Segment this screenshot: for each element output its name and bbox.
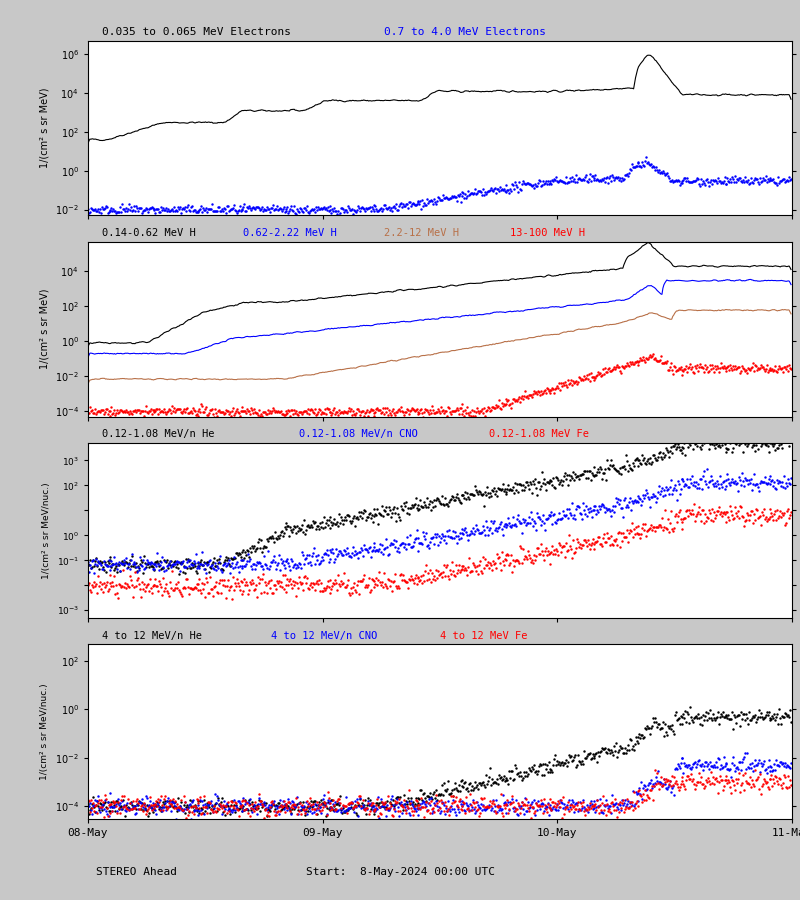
Y-axis label: 1/(cm² s sr MeV): 1/(cm² s sr MeV) <box>40 87 50 168</box>
Text: 0.035 to 0.065 MeV Electrons: 0.035 to 0.065 MeV Electrons <box>102 27 291 37</box>
Text: 4 to 12 MeV Fe: 4 to 12 MeV Fe <box>440 631 527 641</box>
Text: Start:  8-May-2024 00:00 UTC: Start: 8-May-2024 00:00 UTC <box>306 867 494 877</box>
Text: 0.62-2.22 MeV H: 0.62-2.22 MeV H <box>243 229 337 238</box>
Text: 0.12-1.08 MeV/n CNO: 0.12-1.08 MeV/n CNO <box>299 429 418 439</box>
Text: STEREO Ahead: STEREO Ahead <box>96 867 177 877</box>
Text: 0.7 to 4.0 MeV Electrons: 0.7 to 4.0 MeV Electrons <box>384 27 546 37</box>
Text: 0.12-1.08 MeV/n He: 0.12-1.08 MeV/n He <box>102 429 214 439</box>
Text: 2.2-12 MeV H: 2.2-12 MeV H <box>384 229 458 238</box>
Text: 13-100 MeV H: 13-100 MeV H <box>510 229 586 238</box>
Y-axis label: 1/(cm² s sr MeV/nuc.): 1/(cm² s sr MeV/nuc.) <box>40 683 50 779</box>
Text: 4 to 12 MeV/n CNO: 4 to 12 MeV/n CNO <box>271 631 378 641</box>
Text: 0.12-1.08 MeV Fe: 0.12-1.08 MeV Fe <box>490 429 590 439</box>
Y-axis label: 1/(cm² s sr MeV/nuc.): 1/(cm² s sr MeV/nuc.) <box>42 482 51 579</box>
Text: 0.14-0.62 MeV H: 0.14-0.62 MeV H <box>102 229 196 238</box>
Y-axis label: 1/(cm² s sr MeV): 1/(cm² s sr MeV) <box>39 289 50 369</box>
Text: 4 to 12 MeV/n He: 4 to 12 MeV/n He <box>102 631 202 641</box>
